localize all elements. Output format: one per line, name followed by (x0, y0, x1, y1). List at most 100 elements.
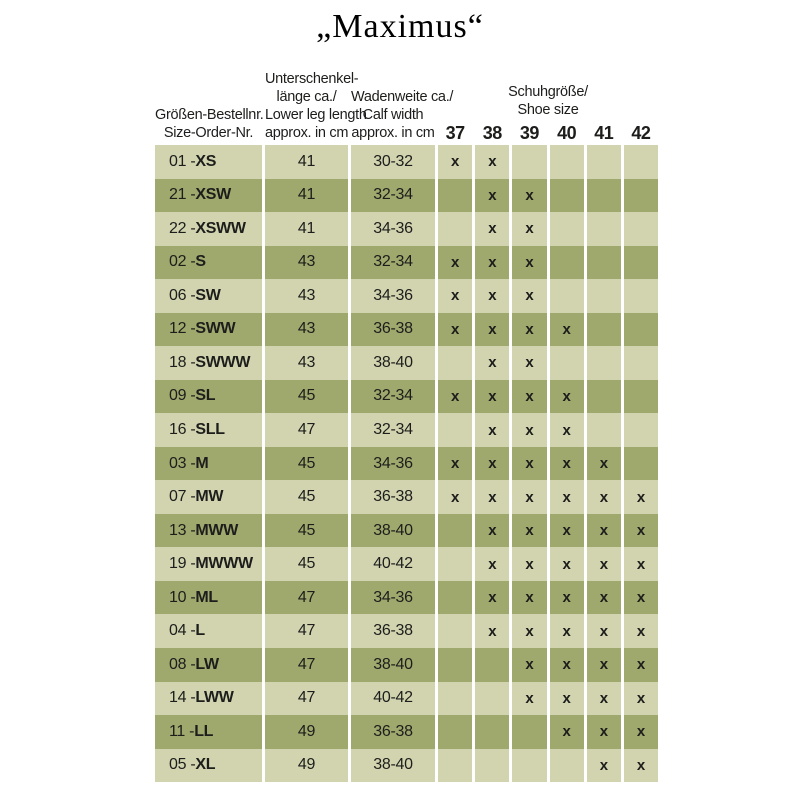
cell-shoe-41 (586, 379, 621, 414)
cell-shoe-39: x (512, 178, 547, 213)
cell-shoe-37: x (438, 379, 473, 414)
cell-calf-width: 40-42 (351, 547, 435, 581)
cell-leg-length: 45 (265, 547, 348, 581)
cell-order-nr: 02 - S (155, 245, 262, 280)
cell-shoe-42: x (623, 647, 658, 682)
header-order-line-de: Größen-Bestellnr. (155, 107, 264, 123)
cell-shoe-37 (438, 715, 473, 749)
cell-calf-width: 38-40 (351, 647, 435, 682)
cell-shoe-39: x (512, 580, 547, 615)
header-order-nr: Größen-Bestellnr. Size-Order-Nr. (155, 106, 264, 142)
cell-shoe-37 (438, 346, 473, 380)
cell-leg-length: 43 (265, 346, 348, 380)
header-leg-line-4: approx. in cm (265, 125, 349, 141)
cell-shoe-42 (623, 312, 658, 347)
cell-shoe-37: x (438, 145, 473, 179)
cell-shoe-41 (586, 279, 621, 313)
cell-shoe-40: x (549, 312, 584, 347)
cell-calf-width: 40-42 (351, 681, 435, 716)
cell-shoe-40: x (549, 547, 584, 581)
cell-order-nr: 03 - M (155, 446, 262, 481)
cell-order-nr: 22 - XSWW (155, 212, 262, 246)
header-leg-line-3: Lower leg length (265, 107, 367, 123)
cell-shoe-42 (623, 346, 658, 380)
cell-shoe-38: x (475, 212, 510, 246)
cell-shoe-38 (475, 715, 510, 749)
cell-shoe-38: x (475, 513, 510, 548)
cell-shoe-41: x (586, 513, 621, 548)
cell-shoe-41 (586, 413, 621, 447)
cell-shoe-40 (549, 178, 584, 213)
cell-shoe-40: x (549, 715, 584, 749)
cell-shoe-37 (438, 614, 473, 648)
cell-shoe-41: x (586, 446, 621, 481)
cell-order-nr: 09 - SL (155, 379, 262, 414)
header-shoe-size-group: Schuhgröße/ Shoe size 37 38 39 40 41 42 (438, 56, 658, 142)
cell-calf-width: 36-38 (351, 312, 435, 347)
cell-shoe-38: x (475, 413, 510, 447)
header-leg-line-1: Unterschenkel- (265, 71, 359, 87)
cell-shoe-38: x (475, 580, 510, 615)
cell-calf-width: 32-34 (351, 245, 435, 280)
cell-shoe-42: x (623, 748, 658, 783)
cell-shoe-41: x (586, 681, 621, 716)
cell-shoe-42 (623, 379, 658, 414)
cell-shoe-39: x (512, 513, 547, 548)
cell-shoe-37 (438, 513, 473, 548)
cell-leg-length: 47 (265, 413, 348, 447)
cell-shoe-41 (586, 245, 621, 280)
cell-shoe-42: x (623, 580, 658, 615)
cell-leg-length: 43 (265, 312, 348, 347)
cell-shoe-37 (438, 178, 473, 213)
cell-leg-length: 43 (265, 279, 348, 313)
cell-leg-length: 41 (265, 178, 348, 213)
cell-shoe-39: x (512, 245, 547, 280)
cell-shoe-42 (623, 178, 658, 213)
cell-leg-length: 45 (265, 379, 348, 414)
cell-calf-width: 32-34 (351, 178, 435, 213)
cell-order-nr: 13 - MWW (155, 513, 262, 548)
cell-shoe-42 (623, 212, 658, 246)
cell-shoe-38 (475, 681, 510, 716)
cell-shoe-38 (475, 647, 510, 682)
cell-shoe-37 (438, 212, 473, 246)
cell-calf-width: 36-38 (351, 480, 435, 514)
cell-shoe-40 (549, 279, 584, 313)
cell-shoe-39 (512, 715, 547, 749)
cell-shoe-40: x (549, 614, 584, 648)
cell-shoe-40: x (549, 379, 584, 414)
cell-leg-length: 49 (265, 748, 348, 783)
cell-leg-length: 47 (265, 647, 348, 682)
cell-shoe-40 (549, 346, 584, 380)
cell-shoe-40: x (549, 681, 584, 716)
cell-shoe-38 (475, 748, 510, 783)
cell-shoe-42 (623, 279, 658, 313)
cell-shoe-39: x (512, 480, 547, 514)
cell-shoe-39 (512, 748, 547, 783)
cell-leg-length: 47 (265, 614, 348, 648)
cell-shoe-41 (586, 178, 621, 213)
table-header: Größen-Bestellnr. Size-Order-Nr. Untersc… (155, 56, 658, 142)
cell-order-nr: 06 - SW (155, 279, 262, 313)
cell-shoe-38: x (475, 312, 510, 347)
cell-shoe-41: x (586, 748, 621, 783)
cell-shoe-39: x (512, 212, 547, 246)
cell-order-nr: 05 - XL (155, 748, 262, 783)
cell-order-nr: 08 - LW (155, 647, 262, 682)
header-shoe-size-39: 39 (519, 123, 540, 143)
cell-shoe-39: x (512, 647, 547, 682)
cell-shoe-39: x (512, 379, 547, 414)
cell-order-nr: 21 - XSW (155, 178, 262, 213)
cell-shoe-42: x (623, 614, 658, 648)
cell-shoe-37: x (438, 446, 473, 481)
